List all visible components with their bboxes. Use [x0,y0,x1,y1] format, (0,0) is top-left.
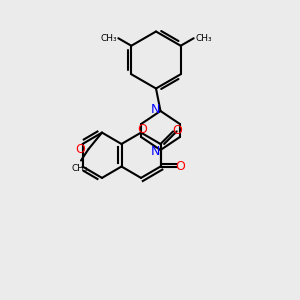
Text: N: N [150,103,160,116]
Text: O: O [137,122,147,136]
Text: O: O [75,143,85,156]
Text: CH₃: CH₃ [71,164,88,172]
Text: N: N [150,145,160,158]
Text: CH₃: CH₃ [100,34,117,43]
Text: O: O [172,124,182,137]
Text: O: O [176,160,185,173]
Text: CH₃: CH₃ [195,34,212,43]
